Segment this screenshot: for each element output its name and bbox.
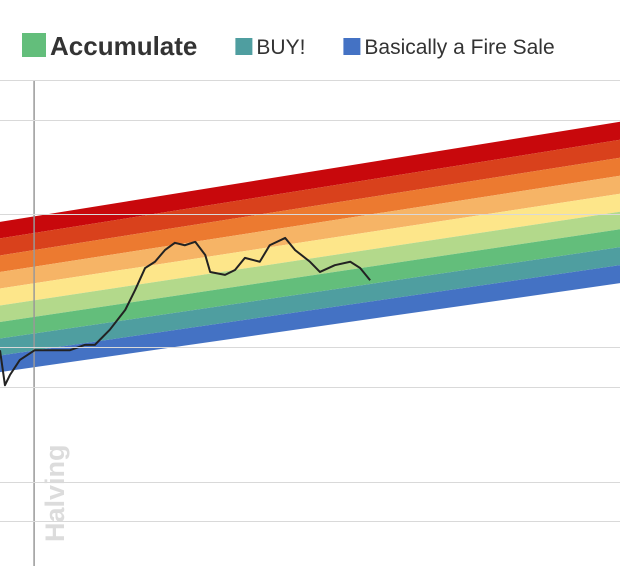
- band: [0, 121, 620, 239]
- price-line: [0, 236, 371, 387]
- band: [0, 265, 620, 373]
- legend-label: BUY!: [256, 36, 305, 59]
- band: [0, 247, 620, 356]
- band: [0, 193, 620, 306]
- legend: Accumulate BUY! Basically a Fire Sale: [22, 31, 555, 61]
- band: [0, 211, 620, 323]
- halving-label: Halving: [40, 444, 70, 542]
- legend-swatch: [22, 33, 46, 57]
- band: [0, 139, 620, 256]
- band: [0, 229, 620, 339]
- legend-label: Accumulate: [50, 31, 197, 61]
- legend-swatch: [235, 38, 253, 55]
- legend-swatch: [343, 38, 361, 55]
- grid: [0, 80, 620, 522]
- legend-label: Basically a Fire Sale: [364, 36, 554, 59]
